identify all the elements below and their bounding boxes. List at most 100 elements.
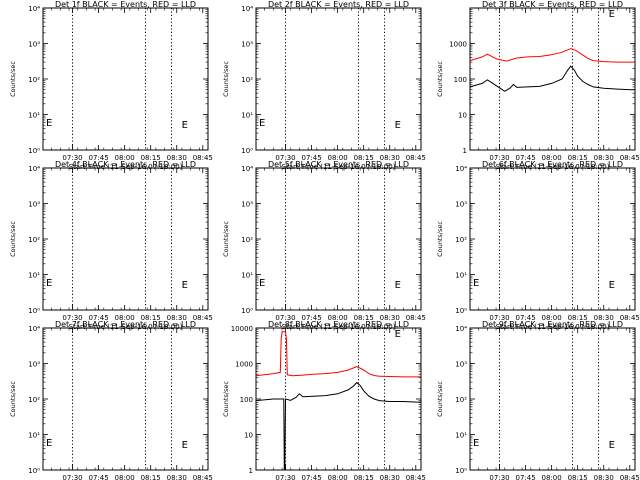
y-axis-title: Counts/sec: [222, 61, 230, 97]
x-tick-label: 08:15: [354, 474, 374, 480]
detector-panel-2: Det 2f BLACK = Events, RED = LLD 10⁰ 10¹ 10…: [222, 0, 426, 171]
y-tick-label: 10²: [455, 236, 467, 244]
series-lld-line: [469, 48, 635, 63]
x-tick-label: 08:00: [328, 474, 348, 480]
detector-panel-3: Det 3f BLACK = Events, RED = LLD 1 10 100 10…: [436, 0, 640, 171]
y-tick-label: 1000: [235, 361, 253, 369]
panel-title: Det 2f BLACK = Events, RED = LLD: [268, 0, 409, 9]
x-tick-label: 08:00: [542, 474, 562, 480]
y-tick-label: 10¹: [455, 272, 467, 280]
y-tick-label: 10³: [28, 41, 40, 49]
x-tick-label: 08:30: [380, 474, 400, 480]
x-tick-label: 07:30: [489, 474, 509, 480]
y-tick-label: 10⁴: [241, 165, 253, 173]
y-tick-label: 10⁰: [28, 307, 40, 315]
y-tick-label: 10: [458, 112, 467, 120]
x-tick-label: 07:45: [515, 154, 535, 162]
x-tick-label: 08:30: [380, 154, 400, 162]
x-axis-title: Start Time (11-Sep-16 07:18:00): [282, 323, 396, 331]
y-tick-label: 10²: [28, 236, 40, 244]
y-axis-title: Counts/sec: [9, 61, 17, 97]
x-tick-label: 08:15: [141, 474, 161, 480]
y-tick-label: 10³: [455, 201, 467, 209]
y-tick-label: 10¹: [28, 272, 40, 280]
y-tick-label: 10⁴: [28, 5, 40, 13]
y-tick-label: 10¹: [28, 112, 40, 120]
x-tick-label: 08:30: [167, 154, 187, 162]
e-marker-label: E: [46, 278, 52, 289]
series-events-line: [255, 381, 421, 471]
x-tick-label: 07:30: [275, 154, 295, 162]
x-tick-label: 08:00: [115, 314, 135, 322]
x-tick-label: 08:15: [354, 154, 374, 162]
x-tick-label: 07:30: [489, 154, 509, 162]
e-marker-label: E: [182, 440, 188, 451]
x-tick-label: 08:45: [406, 154, 426, 162]
panel-title: Det 8f BLACK = Events, RED = LLD: [268, 320, 409, 329]
y-tick-label: 10³: [241, 201, 253, 209]
y-tick-label: 10²: [455, 396, 467, 404]
x-tick-label: 08:45: [193, 314, 213, 322]
y-tick-label: 10⁰: [241, 147, 253, 155]
y-tick-label: 100: [240, 396, 253, 404]
x-axis-title: Start Time (11-Sep-16 07:18:00): [496, 323, 610, 331]
x-tick-label: 08:15: [568, 474, 588, 480]
x-tick-label: 08:00: [542, 314, 562, 322]
panel-title: Det 4f BLACK = Events, RED = LLD: [55, 160, 196, 169]
e-marker-label: E: [395, 280, 401, 291]
x-tick-label: 08:00: [115, 474, 135, 480]
x-tick-label: 07:45: [515, 474, 535, 480]
y-tick-label: 10⁴: [28, 325, 40, 333]
x-tick-label: 07:45: [88, 154, 108, 162]
x-axis-title: Start Time (11-Sep-16 07:18:00): [496, 163, 610, 171]
x-tick-label: 08:30: [167, 474, 187, 480]
panel-title: Det 6f BLACK = Events, RED = LLD: [482, 160, 623, 169]
y-tick-label: 10⁴: [28, 165, 40, 173]
x-tick-label: 08:45: [193, 154, 213, 162]
x-tick-label: 08:00: [115, 154, 135, 162]
panel-title: Det 9f BLACK = Events, RED = LLD: [482, 320, 623, 329]
e-marker-label: E: [473, 278, 479, 289]
series-lld-line: [255, 331, 421, 378]
y-tick-label: 1: [463, 147, 467, 155]
x-tick-label: 07:45: [301, 314, 321, 322]
y-tick-label: 10⁴: [241, 5, 253, 13]
y-axis-title: Counts/sec: [436, 61, 444, 97]
x-tick-label: 07:30: [275, 474, 295, 480]
y-tick-label: 10²: [28, 396, 40, 404]
y-axis-title: Counts/sec: [222, 381, 230, 417]
y-tick-label: 10⁰: [241, 307, 253, 315]
detector-panel-1: Det 1f BLACK = Events, RED = LLD 10⁰ 10¹ 10…: [9, 0, 213, 171]
x-tick-label: 08:15: [354, 314, 374, 322]
x-tick-label: 08:30: [167, 314, 187, 322]
x-tick-label: 08:45: [620, 474, 640, 480]
e-marker-label: E: [609, 280, 615, 291]
y-tick-label: 10⁰: [455, 467, 467, 475]
detector-panel-8: Det 8f BLACK = Events, RED = LLD 1 10 100 10…: [222, 320, 426, 480]
y-tick-label: 10⁰: [455, 307, 467, 315]
e-marker-label: E: [609, 9, 615, 20]
x-tick-label: 08:45: [620, 314, 640, 322]
x-tick-label: 08:30: [594, 154, 614, 162]
x-tick-label: 07:45: [515, 314, 535, 322]
e-marker-label: E: [609, 440, 615, 451]
y-axis-title: Counts/sec: [222, 221, 230, 257]
x-tick-label: 07:30: [275, 314, 295, 322]
y-tick-label: 10³: [28, 201, 40, 209]
e-marker-label: E: [259, 118, 265, 129]
y-axis-title: Counts/sec: [9, 381, 17, 417]
x-tick-label: 07:30: [62, 474, 82, 480]
y-axis-title: Counts/sec: [436, 381, 444, 417]
e-marker-label: E: [259, 278, 265, 289]
series-events-line: [469, 65, 635, 92]
panel-title: Det 7f BLACK = Events, RED = LLD: [55, 320, 196, 329]
panel-title: Det 5f BLACK = Events, RED = LLD: [268, 160, 409, 169]
x-tick-label: 07:45: [301, 474, 321, 480]
y-tick-label: 10: [244, 432, 253, 440]
x-axis-title: Start Time (11-Sep-16 07:18:00): [69, 163, 183, 171]
e-marker-label: E: [46, 438, 52, 449]
y-axis-title: Counts/sec: [436, 221, 444, 257]
plot-frame: [469, 7, 636, 151]
x-tick-label: 07:30: [62, 314, 82, 322]
